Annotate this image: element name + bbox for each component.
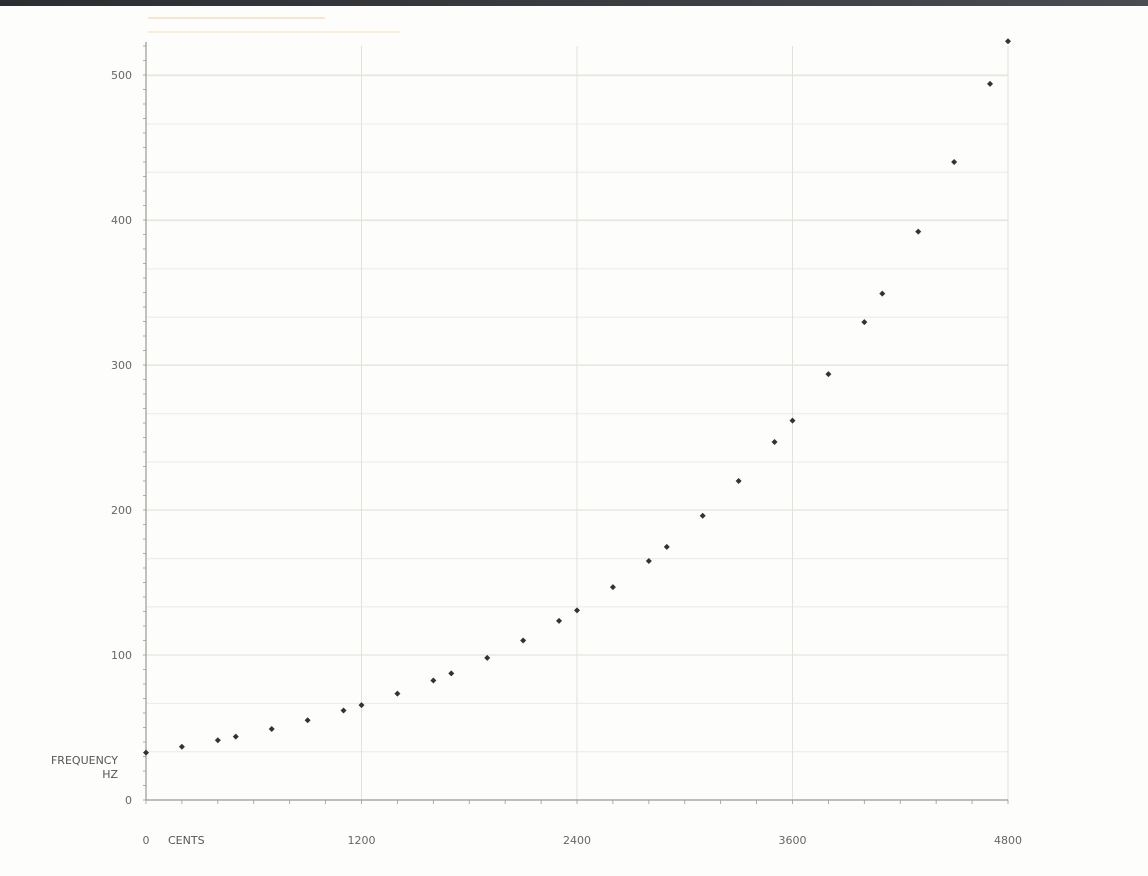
data-point [574,607,580,614]
data-points [143,38,1011,756]
data-point [735,478,742,484]
data-point [951,159,958,165]
data-point [143,749,149,756]
data-point [645,558,652,565]
data-point [178,743,185,750]
data-point [1005,38,1011,45]
data-point [340,707,347,714]
grid-lines [145,46,1009,801]
x-tick-label: 1200 [348,834,376,847]
data-point [358,702,365,709]
data-point [268,725,275,732]
x-tick-label: 3600 [779,834,807,847]
y-axis-label-line: FREQUENCY [51,754,118,767]
data-point [663,543,670,550]
highlight-bands [148,17,400,33]
data-point [520,637,527,644]
data-point [448,670,455,677]
data-point [214,737,221,744]
data-point [987,80,994,87]
frequency-cents-scatter-chart: 0 100 200 300 400 500 0 1200 2400 3600 4800 FREQU… [51,17,1023,847]
data-point [699,512,706,519]
data-point [915,228,922,235]
y-tick-label: 500 [111,69,132,82]
data-point [430,677,437,684]
x-axis-label: CENTS [168,834,205,847]
x-axis-tick-labels: 0 1200 2400 3600 4800 [143,834,1023,847]
x-tick-label: 2400 [563,834,591,847]
data-point [609,584,616,591]
y-axis-label-line: HZ [102,768,118,781]
data-point [879,290,886,297]
y-tick-label: 200 [111,504,132,517]
y-tick-label: 400 [111,214,132,227]
y-tick-label: 300 [111,359,132,372]
axes [143,42,1009,804]
x-tick-label: 0 [143,834,150,847]
data-point [394,690,401,697]
data-point [825,371,832,378]
y-tick-label: 100 [111,649,132,662]
data-point [861,319,868,326]
y-axis-tick-labels: 0 100 200 300 400 500 [111,69,132,807]
data-point [771,438,778,445]
chart-container: 0 100 200 300 400 500 0 1200 2400 3600 4800 FREQU… [0,6,1148,872]
window-top-bar [0,0,1148,6]
y-tick-label: 0 [125,794,132,807]
data-point [556,617,563,624]
data-point [232,733,239,740]
data-point [484,654,491,661]
x-tick-label: 4800 [994,834,1022,847]
data-point [304,717,311,724]
data-point [789,417,796,424]
y-axis-label: FREQUENCY HZ [51,754,118,781]
